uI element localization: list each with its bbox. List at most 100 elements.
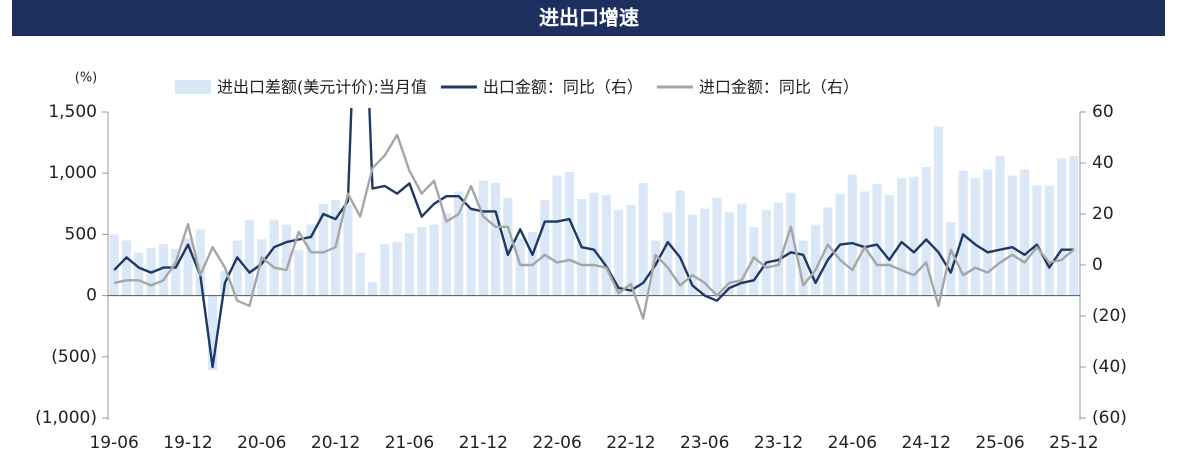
y-tick-label: 1,000 <box>48 163 97 183</box>
bar <box>171 249 181 296</box>
y2-tick-label: (60) <box>1092 408 1127 428</box>
x-tick-label: 22-12 <box>606 433 655 453</box>
x-tick-label: 19-12 <box>163 433 212 453</box>
bar <box>724 212 734 296</box>
line <box>113 108 1074 369</box>
bar <box>983 169 993 296</box>
bar <box>921 167 931 296</box>
bar <box>1056 158 1067 296</box>
y-unit-label: (%) <box>75 71 98 86</box>
bar <box>121 240 132 296</box>
bar <box>860 191 870 296</box>
y2-tick-label: 0 <box>1092 255 1103 275</box>
x-tick-label: 25-12 <box>1049 433 1098 453</box>
bar <box>675 190 685 296</box>
bar <box>208 295 218 371</box>
bar <box>626 205 636 296</box>
bar <box>774 202 784 296</box>
x-tick-label: 20-06 <box>237 433 286 453</box>
bar <box>737 203 747 296</box>
bar <box>847 174 857 296</box>
x-tick-label: 25-06 <box>975 433 1024 453</box>
bar <box>946 222 956 296</box>
bar <box>884 195 894 296</box>
bar <box>355 252 365 296</box>
bar <box>183 238 193 296</box>
y2-tick-label: (40) <box>1092 357 1127 377</box>
bar <box>1069 156 1079 296</box>
y-tick-label: (1,000) <box>35 408 97 428</box>
bar <box>515 238 525 296</box>
bar <box>441 213 451 296</box>
bar <box>995 156 1005 296</box>
x-tick-label: 24-06 <box>828 433 877 453</box>
bar <box>872 184 882 296</box>
title-band <box>12 0 1165 36</box>
x-tick-label: 23-06 <box>680 433 729 453</box>
bar <box>466 207 476 296</box>
legend-label: 进口金额：同比（右） <box>699 78 859 97</box>
bar <box>318 203 328 296</box>
bar <box>897 178 907 296</box>
x-tick-label: 24-12 <box>901 433 950 453</box>
bar <box>1007 175 1017 296</box>
bar <box>933 126 944 296</box>
legend-swatch <box>175 80 211 94</box>
bar <box>503 197 513 296</box>
bar <box>281 224 291 296</box>
y2-tick-label: 40 <box>1092 153 1114 173</box>
y-tick-label: 500 <box>65 224 97 244</box>
bar <box>491 182 501 296</box>
bar <box>1044 185 1054 296</box>
bar <box>823 207 833 296</box>
bar <box>478 180 488 296</box>
bar <box>404 233 414 296</box>
bar <box>367 282 378 296</box>
legend-label: 出口金额：同比（右） <box>483 78 643 97</box>
bar <box>601 195 611 296</box>
chart-title: 进出口增速 <box>539 6 639 30</box>
bar <box>417 227 427 296</box>
x-tick-label: 20-12 <box>311 433 360 453</box>
bar <box>195 229 205 296</box>
bar <box>909 176 919 296</box>
bar <box>564 171 574 296</box>
x-tick-label: 23-12 <box>754 433 803 453</box>
plot-area <box>108 108 1080 371</box>
bar <box>109 234 119 296</box>
legend-label: 进出口差额(美元计价):当月值 <box>217 78 427 97</box>
bar <box>429 224 439 296</box>
bar <box>392 241 402 296</box>
bar <box>540 200 550 296</box>
bar <box>1032 185 1042 296</box>
bar <box>663 212 673 296</box>
bar <box>589 192 599 296</box>
y2-tick-label: 20 <box>1092 204 1114 224</box>
bar <box>244 219 255 296</box>
x-tick-label: 22-06 <box>532 433 581 453</box>
bar <box>614 209 624 296</box>
bar <box>650 240 661 296</box>
bar <box>798 240 808 296</box>
bar <box>294 250 304 296</box>
bar <box>343 205 353 296</box>
bar <box>810 224 821 296</box>
bar <box>786 192 796 296</box>
x-tick-label: 21-06 <box>385 433 434 453</box>
bar <box>712 197 722 296</box>
bar <box>454 191 464 296</box>
y2-tick-label: (20) <box>1092 306 1127 326</box>
bar <box>134 252 144 296</box>
bar <box>269 219 279 296</box>
bar <box>638 182 648 296</box>
bar <box>257 239 267 296</box>
bar <box>1020 169 1030 296</box>
line <box>113 133 1075 320</box>
y2-tick-label: 60 <box>1092 102 1114 122</box>
bar <box>158 244 168 296</box>
bar <box>232 240 242 296</box>
bar <box>749 227 759 296</box>
bar <box>552 175 562 296</box>
bar <box>687 214 697 296</box>
